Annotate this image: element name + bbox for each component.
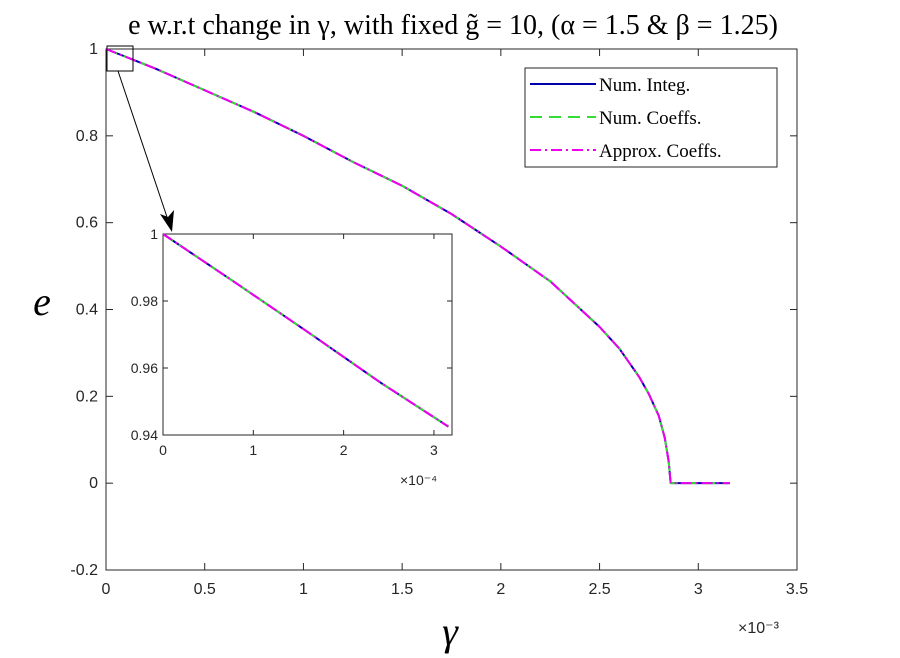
inset-x-axis-multiplier: ×10⁻⁴ [400,472,437,488]
x-tick-label: 0 [102,581,111,598]
series-line-approx-coeffs [105,48,730,485]
chart-title: e w.r.t change in γ, with fixed g̃ = 10,… [128,10,778,41]
inset-y-tick-label: 0.94 [131,427,158,443]
x-tick-label: 1 [299,581,308,598]
legend-label-num-coeffs: Num. Coeffs. [599,108,702,129]
y-tick-label: 0.8 [76,128,98,145]
legend: Num. Integ. Num. Coeffs. Approx. Coeffs. [524,67,778,168]
legend-label-approx-coeffs: Approx. Coeffs. [599,141,722,162]
y-tick-label: 1 [89,41,98,58]
y-tick-label: 0.2 [76,388,98,405]
y-tick-label: -0.2 [70,562,98,579]
y-tick-label: 0.4 [76,302,98,319]
inset-y-tick-label: 1 [150,226,158,242]
series-line-num-coeffs [105,48,730,485]
y-tick-label: 0 [89,475,98,492]
inset-x-tick-label: 3 [430,442,438,458]
zoom-arrow-head [160,210,174,232]
inset-series-line-approx-coeffs [162,233,449,428]
x-tick-label: 2 [496,581,505,598]
zoom-arrow-line [117,70,169,221]
x-tick-label: 0.5 [194,581,216,598]
x-tick-label: 3 [694,581,703,598]
x-tick-label: 1.5 [391,581,413,598]
x-tick-label: 3.5 [786,581,808,598]
x-axis-label: γ [442,609,459,654]
inset-plot: 0 1 2 3 0.94 0.96 0.98 1 [131,226,453,458]
y-tick-label: 0.6 [76,215,98,232]
legend-label-num-integ: Num. Integ. [599,75,690,96]
inset-x-tick-label: 1 [249,442,257,458]
inset-y-tick-label: 0.98 [131,293,158,309]
zoom-region-box [106,45,134,72]
inset-y-tick-label: 0.96 [131,360,158,376]
inset-x-tick-label: 2 [340,442,348,458]
inset-x-tick-label: 0 [159,442,167,458]
x-tick-label: 2.5 [588,581,610,598]
x-axis-multiplier: ×10⁻³ [738,620,780,637]
y-axis-label: e [33,279,51,324]
